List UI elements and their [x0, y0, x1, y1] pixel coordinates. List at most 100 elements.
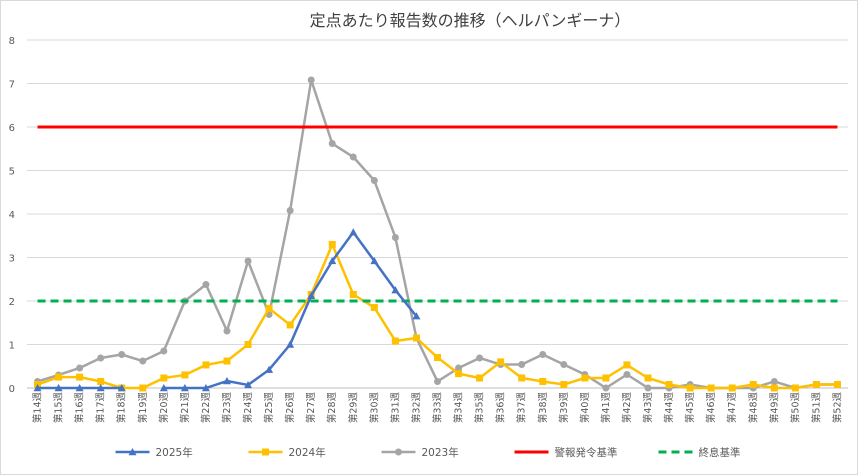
legend-item-警報発令基準: 警報発令基準 [514, 446, 618, 459]
data-point [328, 256, 337, 265]
data-point [686, 384, 694, 392]
data-point [328, 140, 336, 148]
data-point [581, 374, 589, 382]
data-point [307, 291, 316, 299]
data-point [244, 341, 252, 348]
x-tick-label: 第41週 [600, 392, 612, 424]
data-point [518, 374, 526, 382]
data-point [139, 357, 147, 365]
x-tick-label: 第46週 [705, 392, 717, 424]
x-tick-label: 第31週 [389, 392, 401, 424]
data-point [370, 304, 378, 312]
x-tick-label: 第43週 [642, 392, 654, 424]
x-tick-label: 第24週 [242, 392, 254, 424]
data-point [180, 384, 189, 392]
x-tick-label: 第44週 [663, 392, 675, 424]
data-point [97, 377, 105, 385]
data-point [812, 381, 820, 389]
x-tick-label: 第18週 [116, 392, 128, 424]
data-point [791, 384, 799, 392]
x-tick-label: 第52週 [831, 392, 843, 424]
legend-label: 警報発令基準 [555, 446, 618, 459]
data-point [244, 257, 252, 265]
data-point [307, 76, 315, 84]
data-point [391, 286, 400, 294]
data-point [54, 384, 63, 392]
data-point [223, 357, 231, 365]
data-point [665, 381, 673, 389]
y-tick-label: 3 [9, 254, 15, 265]
x-tick-label: 第30週 [368, 392, 380, 424]
data-point [33, 384, 42, 392]
x-tick-label: 第28週 [326, 392, 338, 424]
legend-item-2023年: 2023年 [381, 446, 459, 459]
data-point [476, 354, 484, 362]
x-tick-label: 第45週 [684, 392, 696, 424]
data-point [770, 384, 778, 392]
legend-marker [262, 448, 269, 456]
y-tick-label: 8 [9, 36, 15, 47]
data-point [286, 321, 294, 329]
series-2025年 [33, 228, 421, 392]
data-point [370, 256, 379, 265]
x-tick-label: 第37週 [516, 392, 528, 424]
y-tick-label: 0 [9, 384, 15, 395]
data-point [160, 347, 168, 355]
legend-label: 2023年 [422, 446, 459, 459]
legend-marker [128, 448, 137, 456]
x-tick-label: 第48週 [747, 392, 759, 424]
data-point [370, 177, 378, 185]
data-point [117, 384, 126, 392]
data-point [539, 377, 547, 385]
data-point [349, 290, 357, 298]
data-point [728, 384, 736, 392]
x-tick-label: 第34週 [453, 392, 465, 424]
data-point [518, 361, 526, 369]
x-tick-label: 第42週 [621, 392, 633, 424]
series-layer [33, 76, 841, 392]
y-tick-label: 4 [9, 210, 15, 221]
data-point [455, 364, 463, 372]
data-point [76, 373, 84, 381]
data-point [139, 384, 147, 392]
data-point [434, 354, 441, 362]
x-tick-label: 第39週 [558, 392, 570, 424]
x-tick-label: 第35週 [474, 392, 486, 424]
data-point [476, 374, 484, 382]
data-point [223, 327, 231, 335]
legend-label: 終息基準 [699, 446, 741, 459]
legend-item-2025年: 2025年 [115, 446, 193, 459]
legend-item-終息基準: 終息基準 [658, 446, 741, 459]
legend-label: 2024年 [289, 446, 326, 459]
x-tick-label: 第51週 [810, 392, 822, 424]
data-point [75, 384, 84, 392]
data-point [160, 374, 168, 382]
x-axis-ticks: 第14週 第15週 第16週 第17週 第18週 第19週 第20週 第21週 第22週 第23週… [32, 392, 844, 424]
data-point [328, 240, 336, 248]
data-point [286, 207, 294, 215]
data-point [202, 280, 210, 288]
data-point [412, 312, 421, 320]
x-tick-label: 第50週 [789, 392, 801, 424]
data-point [644, 374, 652, 382]
data-point [76, 364, 84, 372]
data-point [202, 361, 210, 369]
x-tick-label: 第26週 [284, 392, 296, 424]
data-point [97, 354, 105, 362]
legend-label: 2025年 [156, 446, 193, 459]
data-point [349, 228, 358, 236]
y-tick-label: 1 [9, 341, 15, 352]
data-point [539, 351, 547, 359]
x-tick-label: 第32週 [410, 392, 422, 424]
data-point [455, 370, 463, 378]
y-tick-label: 2 [9, 297, 15, 308]
x-tick-label: 第19週 [137, 392, 149, 424]
y-axis-ticks: 0 1 2 3 4 5 6 7 8 [9, 36, 15, 395]
data-point [602, 384, 610, 392]
x-tick-label: 第38週 [537, 392, 549, 424]
data-point [770, 377, 778, 385]
legend-item-2024年: 2024年 [248, 446, 326, 459]
x-tick-label: 第49週 [768, 392, 780, 424]
